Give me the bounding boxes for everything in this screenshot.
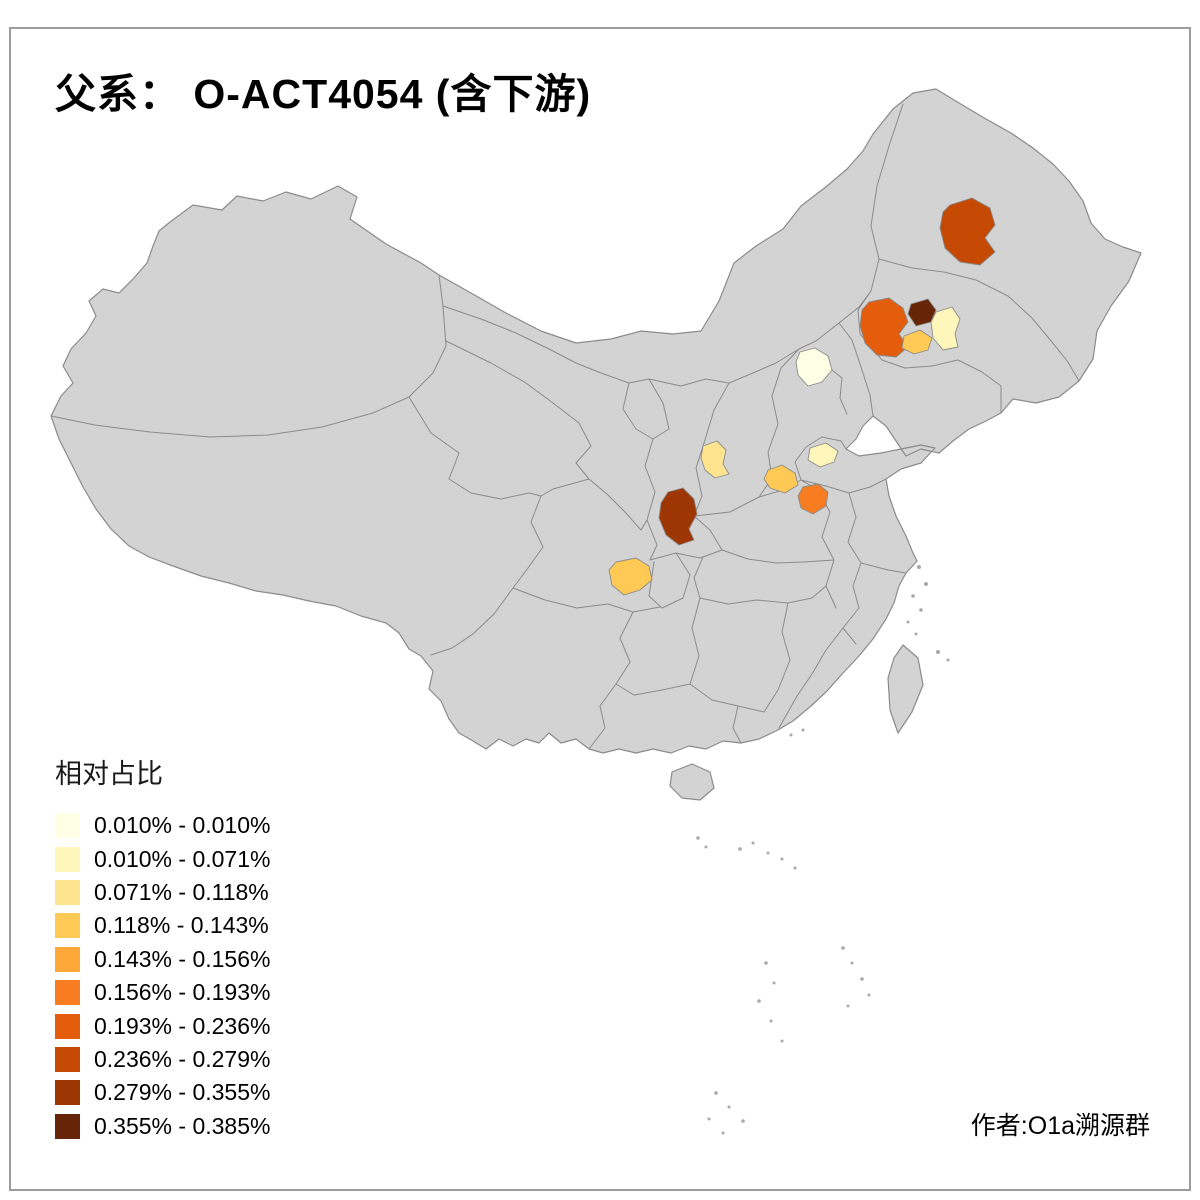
- legend-item: 0.118% - 0.143%: [55, 909, 270, 942]
- colored-region-shandong: [807, 442, 839, 468]
- colored-region-shanxi: [700, 440, 730, 479]
- hainan-island-shape: [669, 763, 715, 801]
- legend-color-swatch: [55, 813, 80, 839]
- legend-color-swatch: [55, 946, 80, 972]
- map-title: 父系： O-ACT4054 (含下游): [55, 71, 592, 117]
- legend-color-swatch: [55, 846, 80, 872]
- plot-frame: [9, 27, 1191, 1191]
- legend-class-label: 0.279% - 0.355%: [94, 1079, 271, 1106]
- legend-class-label: 0.156% - 0.193%: [94, 979, 271, 1006]
- legend: 相对占比 0.010% - 0.010% 0.010% - 0.071% 0.0…: [55, 752, 270, 1143]
- legend-color-swatch: [55, 1080, 80, 1106]
- legend-color-swatch: [55, 913, 80, 939]
- legend-item: 0.071% - 0.118%: [55, 876, 270, 909]
- colored-region-jilin-south: [901, 329, 933, 355]
- colored-region-sichuan-east: [608, 557, 653, 596]
- sea-islands: [696, 565, 950, 1135]
- legend-class-label: 0.143% - 0.156%: [94, 945, 271, 972]
- colored-region-beijing: [795, 347, 833, 387]
- legend-class-label: 0.010% - 0.010%: [94, 812, 271, 839]
- colored-region-shaanxi: [658, 487, 698, 546]
- author-credit: 作者:O1a溯源群: [970, 1112, 1150, 1140]
- legend-title: 相对占比: [55, 759, 163, 789]
- legend-class-label: 0.193% - 0.236%: [94, 1012, 271, 1039]
- legend-item: 0.193% - 0.236%: [55, 1009, 270, 1042]
- colored-region-northeast-heilongjiang: [939, 197, 996, 266]
- legend-class-label: 0.118% - 0.143%: [94, 912, 269, 939]
- legend-class-label: 0.010% - 0.071%: [94, 845, 271, 872]
- legend-items: 0.010% - 0.010% 0.010% - 0.071% 0.071% -…: [55, 809, 270, 1143]
- legend-item: 0.010% - 0.010%: [55, 809, 270, 842]
- taiwan-island-shape: [887, 644, 924, 734]
- colored-region-jilin-west: [859, 297, 909, 358]
- legend-color-swatch: [55, 879, 80, 905]
- legend-color-swatch: [55, 1046, 80, 1072]
- colored-region-jilin-east-pale: [930, 306, 961, 351]
- colored-region-henan-north: [763, 464, 799, 494]
- legend-class-label: 0.236% - 0.279%: [94, 1045, 271, 1072]
- legend-item: 0.279% - 0.355%: [55, 1076, 270, 1109]
- legend-color-swatch: [55, 980, 80, 1006]
- legend-item: 0.355% - 0.385%: [55, 1110, 270, 1143]
- legend-item: 0.143% - 0.156%: [55, 943, 270, 976]
- legend-item: 0.156% - 0.193%: [55, 976, 270, 1009]
- legend-item: 0.236% - 0.279%: [55, 1043, 270, 1076]
- legend-class-label: 0.355% - 0.385%: [94, 1112, 271, 1139]
- legend-class-label: 0.071% - 0.118%: [94, 878, 269, 905]
- landmass: [50, 88, 1142, 801]
- choropleth-regions: [608, 197, 996, 596]
- legend-color-swatch: [55, 1013, 80, 1039]
- province-borders: [50, 103, 1080, 750]
- colored-region-henan-east: [797, 483, 829, 515]
- mainland-china-shape: [50, 88, 1142, 754]
- legend-item: 0.010% - 0.071%: [55, 842, 270, 875]
- legend-color-swatch: [55, 1113, 80, 1139]
